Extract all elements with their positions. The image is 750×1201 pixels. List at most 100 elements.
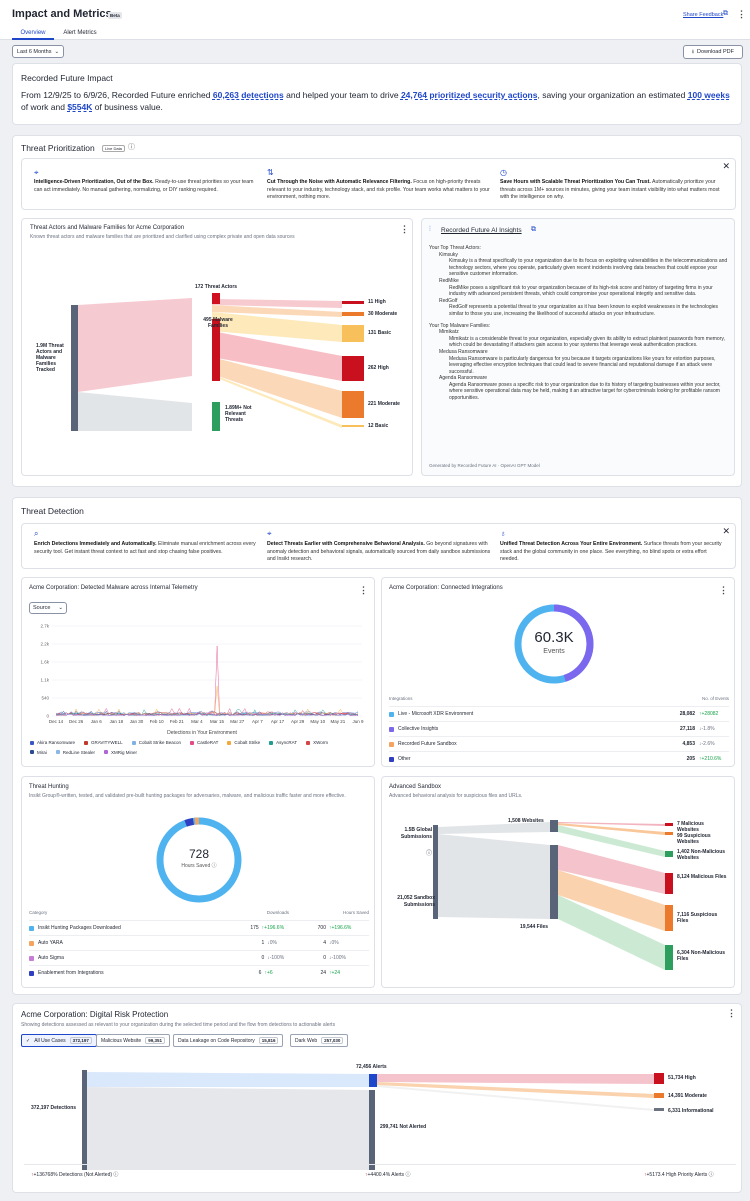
malware-heading: Your Top Malware Families: xyxy=(429,322,491,329)
info-icon[interactable]: ⓘ xyxy=(708,1172,714,1178)
col-header: Hours Saved xyxy=(342,910,369,915)
x-tick-label: Dec 26 xyxy=(69,719,84,724)
page-title: Impact and Metrics xyxy=(12,8,112,20)
crosshair-icon: ⌖ xyxy=(34,168,39,177)
legend-label: XWorm xyxy=(313,740,329,745)
legend-label: GRAVITYWELL xyxy=(91,740,123,745)
x-tick-label: Mar 4 xyxy=(191,719,203,724)
chip-dark-web[interactable]: Dark Web 257,030 xyxy=(290,1034,349,1047)
legend-item[interactable]: RedLine Stealer xyxy=(55,748,95,757)
x-tick-label: Apr 17 xyxy=(271,719,285,724)
footer-alerts-text: +4400.4% Alerts xyxy=(367,1172,405,1178)
legend-item[interactable]: Akira Ransomware xyxy=(30,738,75,747)
detection-title: Threat Detection xyxy=(21,506,84,516)
legend-item[interactable]: Mirai xyxy=(30,748,47,757)
chip-count: 99,351 xyxy=(145,1037,165,1044)
chip-all-use-cases[interactable]: ✓ All Use Cases 372,197 xyxy=(21,1034,97,1047)
arrow-down-icon: ↓ xyxy=(267,955,270,961)
series-line xyxy=(55,645,359,716)
close-icon[interactable]: ✕ xyxy=(722,526,730,536)
info-icon[interactable]: ⓘ xyxy=(405,1172,411,1178)
legend-label: Mirai xyxy=(37,749,47,755)
info-icon[interactable]: ⓘ xyxy=(128,144,135,151)
integration-value: 27,118 xyxy=(679,726,695,732)
chip-malicious-website[interactable]: Malicious Website 99,351 xyxy=(96,1034,170,1047)
legend-item[interactable]: XMRig Miner xyxy=(104,748,137,757)
period-select[interactable]: Last 6 Months ⌄ xyxy=(12,45,64,58)
downloads-value: 0 xyxy=(261,955,265,961)
actors-node-label: 172 Threat Actors xyxy=(195,284,238,290)
integration-row[interactable]: Recorded Future Sandbox 4,853 ↓-2.6% xyxy=(389,736,729,751)
ai-insights-title[interactable]: Recorded Future AI Insights xyxy=(441,227,522,234)
share-feedback-link[interactable]: Share Feedback xyxy=(683,12,724,18)
hunting-row[interactable]: Auto YARA 1 ↓0% 4 ↓0% xyxy=(29,935,369,950)
legend-label: Cobalt Strike Beacon xyxy=(138,740,181,745)
legend-swatch xyxy=(131,740,136,745)
integration-row[interactable]: Collective Insights 27,118 ↓-1.8% xyxy=(389,721,729,736)
integration-row[interactable]: Other 205 ↑+210.6% xyxy=(389,751,729,766)
hunting-table: Category Downloads Hours Saved Insikt Hunt… xyxy=(29,905,369,985)
hunting-row[interactable]: Insikt Hunting Packages Downloaded 175 ↑+1… xyxy=(29,920,369,935)
legend-item[interactable]: CastleRAT xyxy=(189,738,219,747)
download-pdf-button[interactable]: ⭳ Download PDF xyxy=(683,45,743,59)
sankey-subtitle: Known threat actors and malware families… xyxy=(30,234,295,240)
filter-icon: ⇅ xyxy=(267,168,274,177)
legend-item[interactable]: Cobalt Strike Beacon xyxy=(131,738,181,747)
weeks-link[interactable]: 100 weeks xyxy=(687,90,730,100)
arrow-up-icon: ↑ xyxy=(329,970,332,976)
money-link[interactable]: $554K xyxy=(67,102,93,112)
integration-row[interactable]: Live - Microsoft XDR Environment 28,082 ↑+… xyxy=(389,706,729,721)
integrations-card: Acme Corporation: Connected Integrations… xyxy=(381,577,735,767)
malware-item: Agenda Ransomware Agenda Ransomware poses… xyxy=(439,375,721,402)
legend-item[interactable]: XWorm xyxy=(306,738,328,747)
integrations-donut xyxy=(514,604,594,684)
output-label: 11 High xyxy=(368,299,386,305)
page-header: Impact and Metrics Beta Share Feedback ⧉… xyxy=(0,0,750,40)
legend-item[interactable]: Cobalt Strike xyxy=(227,738,260,747)
tab-alert-metrics[interactable]: Alert Metrics xyxy=(63,30,97,36)
close-icon[interactable]: ✕ xyxy=(722,161,730,171)
more-options-icon[interactable]: ⋮ xyxy=(727,1008,736,1018)
actor-item: RedMike RedMike poses a significant risk … xyxy=(439,277,713,298)
source-select[interactable]: Source ⌄ xyxy=(29,602,67,614)
row-swatch xyxy=(29,940,34,946)
col-header: Downloads xyxy=(266,910,289,915)
legend-label: CastleRAT xyxy=(196,740,219,745)
chip-data-leakage[interactable]: Data Leakage on Code Repository 15,816 xyxy=(173,1034,284,1047)
more-options-icon[interactable]: ⋮ xyxy=(737,9,746,19)
info-icon[interactable]: ⓘ xyxy=(113,1172,119,1178)
actor-item: Kimsuky Kimsuky is a threat specifically … xyxy=(439,251,728,278)
waveform-icon: ⫶ xyxy=(429,226,431,233)
hunting-row[interactable]: Enablement from Integrations 6 ↑+6 24 ↑+24 xyxy=(29,965,369,980)
downloads-value: 6 xyxy=(258,970,262,976)
prioritization-title: Threat Prioritization xyxy=(21,143,95,153)
change-value: 0% xyxy=(331,940,339,946)
more-options-icon[interactable]: ⋮ xyxy=(359,585,368,595)
legend-swatch xyxy=(104,750,109,754)
actions-link[interactable]: 24,764 prioritized security actions xyxy=(400,90,538,100)
row-swatch xyxy=(389,756,394,762)
arrow-up-icon: ↑ xyxy=(644,1172,647,1178)
legend-item[interactable]: AsyncRAT xyxy=(269,738,297,747)
divider xyxy=(24,1164,736,1165)
info-icon[interactable]: ⓘ xyxy=(426,851,433,857)
malware-chart-title: Acme Corporation: Detected Malware acros… xyxy=(29,585,198,591)
more-options-icon[interactable]: ⋮ xyxy=(719,585,728,595)
x-tick-label: Apr 29 xyxy=(291,719,305,724)
high-label: 51,734 High xyxy=(668,1075,696,1081)
legend-swatch xyxy=(269,740,274,745)
legend-item[interactable]: GRAVITYWELL xyxy=(84,738,123,747)
hunting-row[interactable]: Auto Sigma 0 ↓-100% 0 ↓-100% xyxy=(29,950,369,965)
external-link-icon[interactable]: ⧉ xyxy=(531,226,536,233)
external-link-icon: ⧉ xyxy=(723,10,728,17)
change-value: +24 xyxy=(331,970,340,976)
category-name: Enablement from Integrations xyxy=(38,970,104,976)
detections-link[interactable]: 60,263 detections xyxy=(212,90,284,100)
info-icon[interactable]: ⓘ xyxy=(211,863,217,869)
series-line xyxy=(55,711,359,716)
legend-label: XMRig Miner xyxy=(111,749,138,755)
more-options-icon[interactable]: ⋮ xyxy=(400,224,409,234)
live-data-badge: Live Data xyxy=(102,145,125,152)
x-tick-label: May 10 xyxy=(310,719,325,724)
tab-overview[interactable]: Overview xyxy=(12,27,54,40)
